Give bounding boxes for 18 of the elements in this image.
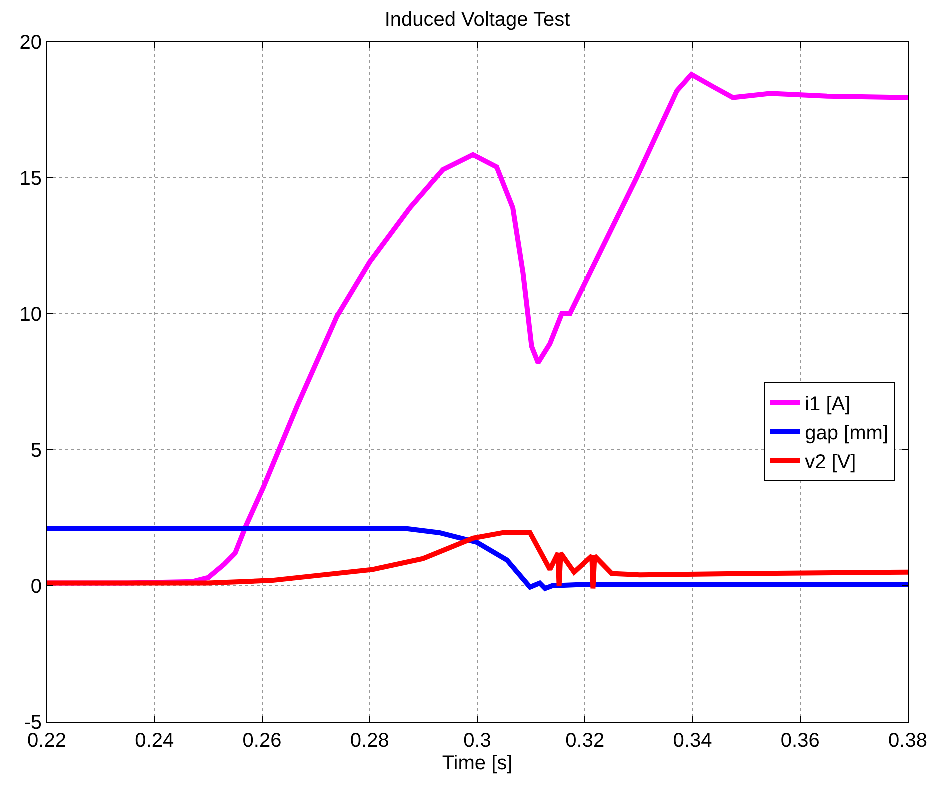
legend-label: v2 [V] [805,451,856,474]
y-tick-label: 0 [30,576,42,598]
x-tick-label: 0.26 [242,730,282,752]
y-tick-label: 20 [20,32,42,54]
x-tick-label: 0.34 [673,730,712,752]
x-tick-label: 0.32 [566,730,605,752]
x-tick-label: 0.38 [888,730,928,752]
y-tick-label: 10 [20,304,42,326]
x-tick-label: 0.28 [350,730,390,752]
y-tick-label: 5 [30,440,42,462]
x-tick-label: 0.3 [464,730,492,752]
y-tick-label: 15 [20,168,42,190]
x-tick-label: 0.24 [135,730,174,752]
x-axis-title: Time [s] [442,752,513,774]
x-tick-label: 0.36 [780,730,820,752]
legend-label: i1 [A] [805,393,851,416]
legend-label: gap [mm] [805,422,888,444]
chart-title: Induced Voltage Test [384,8,571,31]
